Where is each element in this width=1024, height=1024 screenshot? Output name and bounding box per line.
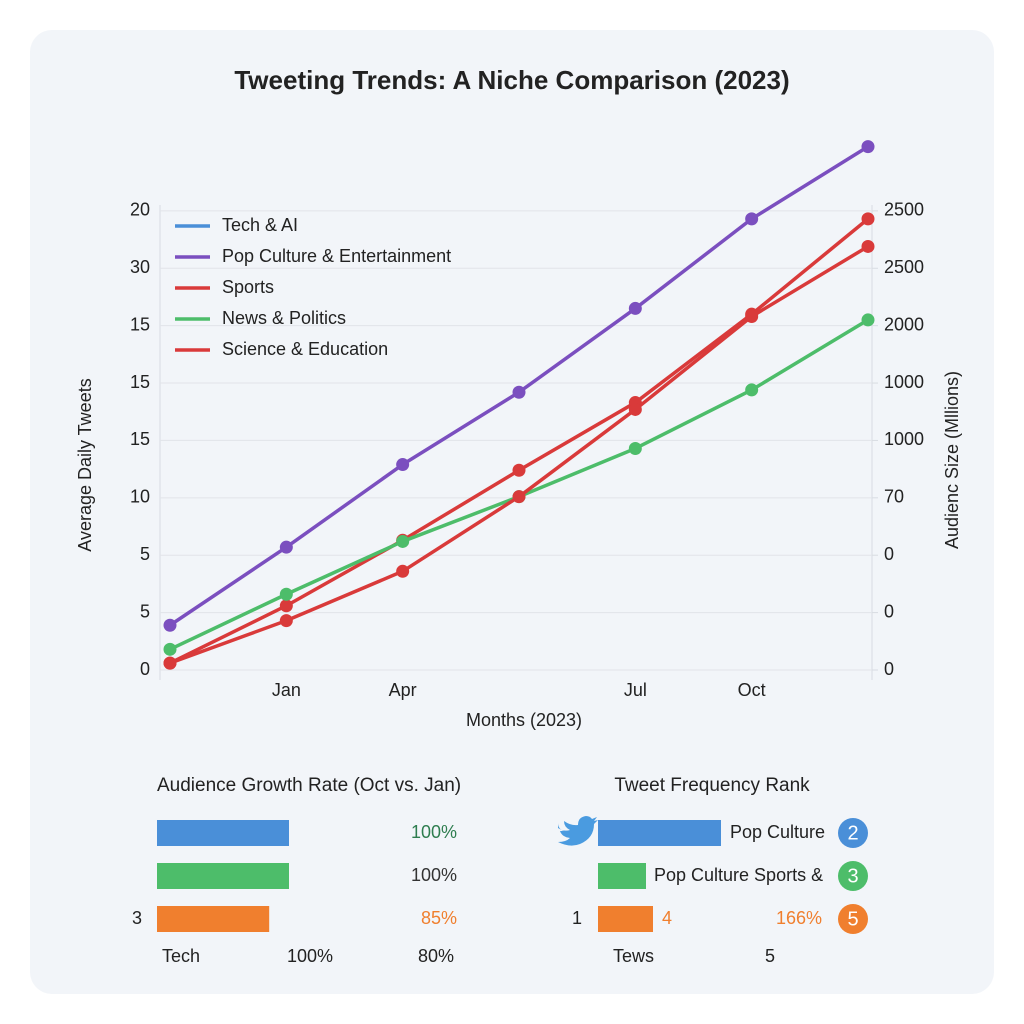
rank-badge-label: 2 [847, 822, 858, 844]
y2-tick-label: 2000 [884, 314, 924, 334]
point [861, 140, 875, 154]
rank-bar [598, 906, 653, 932]
panel-title: Tweet Frequency Rank [614, 775, 810, 796]
rank-badge-label: 3 [847, 865, 858, 887]
y-tick-label: 15 [130, 314, 150, 334]
rank-label: Pop Culture [730, 822, 825, 842]
rank-footer-label: 5 [765, 946, 775, 966]
value-label: 85% [421, 908, 457, 928]
point [861, 239, 875, 253]
y-tick-label: 30 [130, 257, 150, 277]
point [279, 540, 293, 554]
point [628, 441, 642, 455]
x-tick-label: Jan [272, 680, 301, 700]
footer-label: Tech [162, 946, 200, 966]
point [745, 212, 759, 226]
y2-tick-label: 2500 [884, 257, 924, 277]
point [512, 385, 526, 399]
y2-axis-label: Audienc Size (Mllions) [942, 371, 962, 549]
point [512, 463, 526, 477]
point [163, 656, 177, 670]
rank-label: Pop Culture Sports & [654, 865, 823, 885]
x-tick-label: Oct [738, 680, 766, 700]
y2-tick-label: 1000 [884, 372, 924, 392]
rank-badge [838, 904, 868, 934]
bar [157, 906, 270, 932]
legend-label: Pop Culture & Entertainment [222, 246, 451, 266]
y-tick-label: 5 [140, 544, 150, 564]
bar [157, 820, 289, 846]
y-tick-label: 10 [130, 487, 150, 507]
footer-label: 80% [418, 946, 454, 966]
legend-label: Sports [222, 277, 274, 297]
point [279, 587, 293, 601]
value-label: 100% [411, 865, 457, 885]
y2-tick-label: 0 [884, 601, 894, 621]
chart-title: Tweeting Trends: A Niche Comparison (202… [234, 65, 789, 95]
rank-badge [838, 861, 868, 891]
card [30, 30, 994, 994]
x-tick-label: Apr [389, 680, 417, 700]
point [163, 618, 177, 632]
rank-bar [598, 863, 646, 889]
value-label: 100% [411, 822, 457, 842]
point [861, 212, 875, 226]
y-tick-label: 20 [130, 200, 150, 220]
y-tick-label: 0 [140, 659, 150, 679]
x-axis-label: Months (2023) [466, 710, 582, 730]
y-tick-label: 5 [140, 601, 150, 621]
y2-tick-label: 1000 [884, 429, 924, 449]
point [745, 309, 759, 323]
bar [157, 863, 289, 889]
y-tick-label: 15 [130, 429, 150, 449]
footer-label: 100% [287, 946, 333, 966]
rank-side-label: 1 [572, 908, 582, 928]
point [396, 534, 410, 548]
point [396, 564, 410, 578]
bird-icon [558, 816, 598, 846]
rank-badge [838, 818, 868, 848]
point [396, 458, 410, 472]
point [279, 614, 293, 628]
rank-bar [598, 820, 721, 846]
point [628, 301, 642, 315]
y2-tick-label: 2500 [884, 200, 924, 220]
point [861, 313, 875, 327]
point [279, 599, 293, 613]
rank-badge-label: 5 [847, 908, 858, 930]
rank-value-label: 166% [776, 908, 822, 928]
legend-label: News & Politics [222, 308, 346, 328]
point [163, 642, 177, 656]
x-tick-label: Jul [624, 680, 647, 700]
legend-label: Tech & AI [222, 215, 298, 235]
rank-footer-label: Tews [613, 946, 654, 966]
rank-label: 4 [662, 908, 672, 928]
legend-label: Science & Education [222, 339, 388, 359]
y-tick-label: 15 [130, 372, 150, 392]
y-axis-label: Average Daily Tweets [75, 378, 95, 551]
point [745, 383, 759, 397]
y2-tick-label: 0 [884, 544, 894, 564]
point [628, 402, 642, 416]
y2-tick-label: 0 [884, 659, 894, 679]
y2-tick-label: 70 [884, 487, 904, 507]
point [512, 490, 526, 504]
row-label: 3 [132, 908, 142, 928]
panel-title: Audience Growth Rate (Oct vs. Jan) [157, 775, 461, 796]
